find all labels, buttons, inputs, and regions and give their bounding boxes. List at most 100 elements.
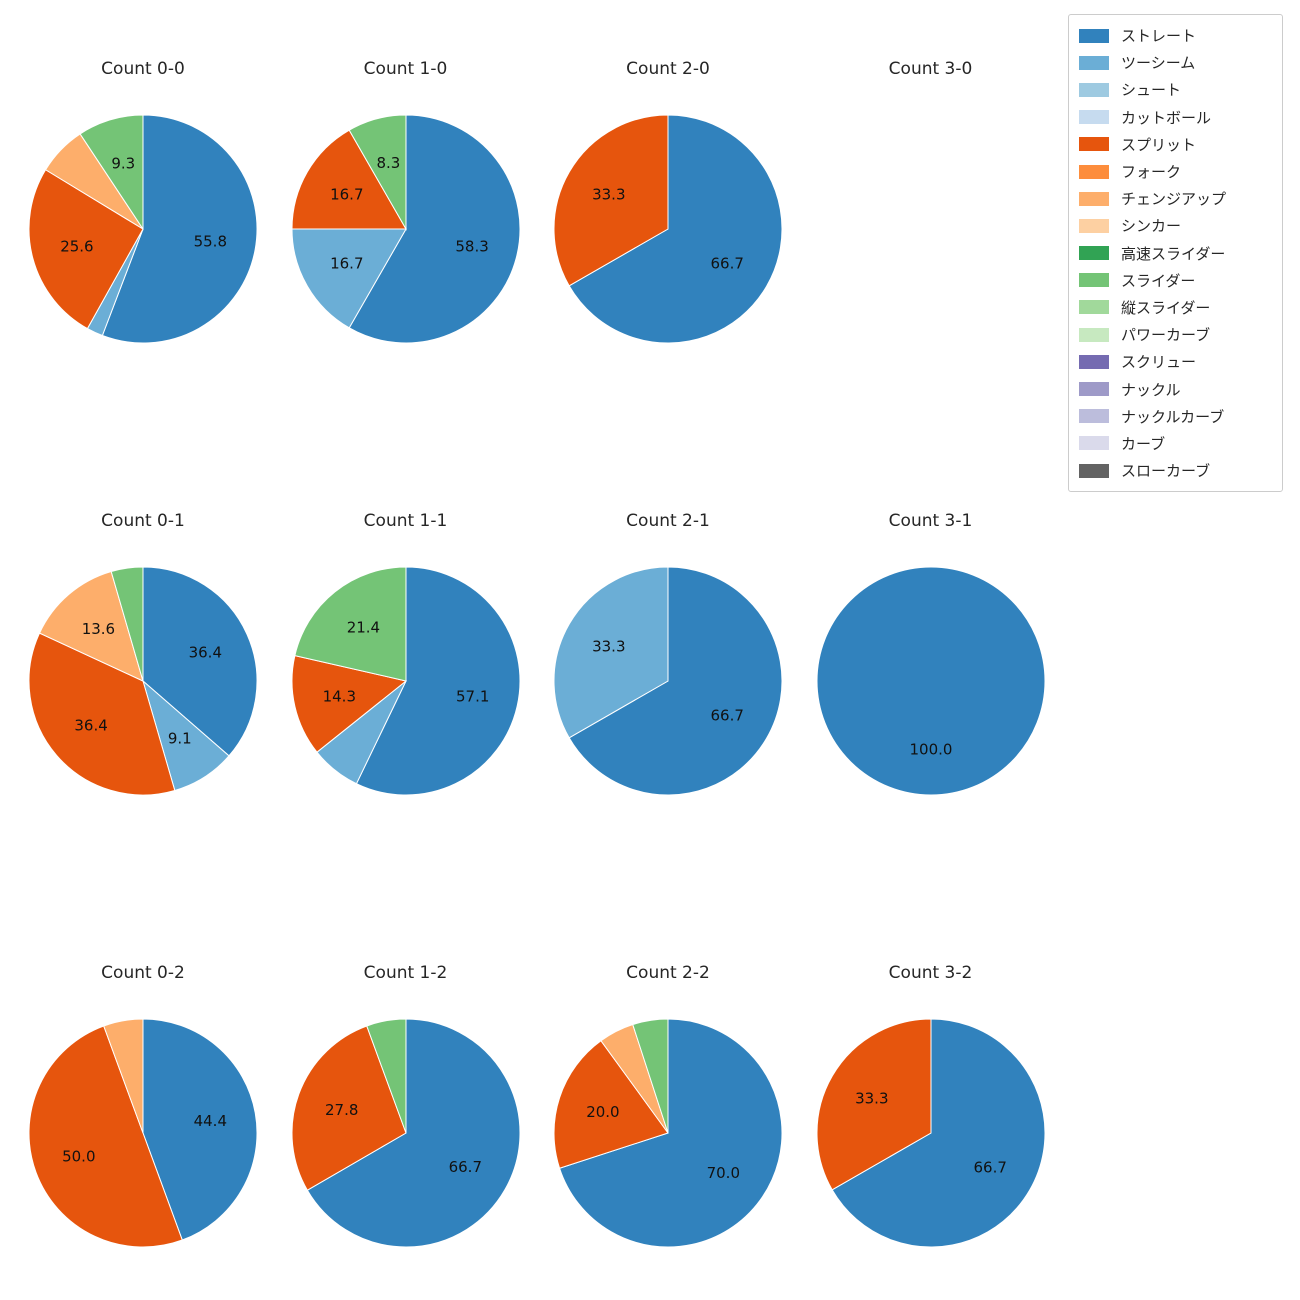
- legend-swatch-icon: [1079, 382, 1109, 397]
- slice-percent-label: 8.3: [376, 154, 400, 172]
- pie-slice-スプリット: [816, 1018, 931, 1191]
- legend-swatch-icon: [1079, 273, 1109, 288]
- legend-swatch-icon: [1079, 354, 1109, 369]
- pie-count-2-2: 70.0 20.0: [553, 1018, 783, 1248]
- legend-item: カーブ: [1079, 430, 1272, 457]
- legend-swatch-icon: [1079, 300, 1109, 315]
- slice-percent-label: 16.7: [330, 254, 363, 272]
- slice-percent-label: 9.1: [168, 730, 192, 748]
- pie-slice-スプリット: [28, 1025, 183, 1248]
- pitch-type-legend: ストレート ツーシーム シュート カットボール スプリット フォーク チェンジアップ シンカー…: [1068, 14, 1283, 493]
- slice-percent-label: 66.7: [448, 1158, 481, 1176]
- slice-percent-label: 33.3: [592, 186, 625, 204]
- pie-count-3-1: 100.0: [816, 566, 1045, 796]
- legend-item: スライダー: [1079, 267, 1272, 294]
- legend-label: シンカー: [1121, 217, 1182, 236]
- pie-count-0-2: 44.4 50.0: [28, 1018, 258, 1248]
- pie-slice-ツーシーム: [553, 566, 669, 739]
- chart-title: Count 2-2: [626, 963, 710, 983]
- legend-swatch-icon: [1079, 463, 1109, 478]
- legend-item: ナックル: [1079, 375, 1272, 402]
- legend-label: ツーシーム: [1121, 54, 1196, 73]
- pie-slice-スプリット: [28, 632, 176, 796]
- legend-swatch-icon: [1079, 82, 1109, 97]
- legend-swatch-icon: [1079, 246, 1109, 261]
- legend-item: フォーク: [1079, 158, 1272, 185]
- pie-slice-ストレート: [568, 114, 783, 344]
- slice-percent-label: 9.3: [111, 155, 135, 173]
- legend-label: 縦スライダー: [1121, 298, 1211, 317]
- legend-swatch-icon: [1079, 327, 1109, 342]
- slice-percent-label: 66.7: [710, 706, 743, 724]
- legend-label: シュート: [1121, 81, 1182, 100]
- legend-label: ナックルカーブ: [1121, 407, 1225, 426]
- slice-percent-label: 33.3: [592, 638, 625, 656]
- chart-title: Count 0-1: [101, 511, 185, 531]
- pie-count-2-1: 66.7 33.3: [553, 566, 783, 796]
- pie-slice-ストレート: [355, 566, 520, 796]
- pie-slice-ストレート: [142, 566, 258, 757]
- chart-title: Count 2-0: [626, 59, 710, 79]
- chart-title: Count 0-0: [101, 59, 185, 79]
- pie-slice-ストレート: [348, 114, 520, 344]
- legend-item: 高速スライダー: [1079, 240, 1272, 267]
- pie-slice-チェンジアップ: [38, 570, 144, 682]
- slice-percent-label: 58.3: [455, 238, 488, 256]
- pie-slice-ストレート: [306, 1018, 520, 1248]
- legend-label: スローカーブ: [1121, 462, 1211, 481]
- pie-slice-ストレート: [558, 1018, 783, 1248]
- slice-percent-label: 36.4: [74, 717, 107, 735]
- pie-slice-チェンジアップ: [103, 1018, 144, 1134]
- pie-count-3-2: 66.7 33.3: [816, 1018, 1045, 1248]
- legend-label: スライダー: [1121, 271, 1196, 290]
- legend-item: スプリット: [1079, 131, 1272, 158]
- pie-slice-スプリット: [290, 129, 407, 230]
- chart-title: Count 2-1: [626, 511, 710, 531]
- slice-percent-label: 33.3: [855, 1090, 888, 1108]
- pie-count-1-1: 57.1 14.3 21.4: [291, 566, 520, 796]
- pie-slice-スプリット: [553, 114, 669, 287]
- legend-item: パワーカーブ: [1079, 321, 1272, 348]
- legend-label: ナックル: [1121, 380, 1181, 399]
- slice-percent-label: 27.8: [324, 1101, 357, 1119]
- pie-slice-スプリット: [290, 1025, 407, 1191]
- legend-swatch-icon: [1079, 436, 1109, 451]
- legend-swatch-icon: [1079, 110, 1109, 125]
- legend-label: カーブ: [1121, 434, 1166, 453]
- legend-item: カットボール: [1079, 104, 1272, 131]
- legend-item: ツーシーム: [1079, 49, 1272, 76]
- slice-percent-label: 13.6: [82, 620, 115, 638]
- legend-item: シンカー: [1079, 212, 1272, 239]
- slice-percent-label: 66.7: [973, 1158, 1006, 1176]
- pie-count-1-2: 66.7 27.8: [290, 1018, 520, 1248]
- pie-count-0-0: 55.8 25.6 9.3: [28, 114, 258, 344]
- chart-title: Count 1-1: [363, 511, 448, 531]
- pie-slice-ストレート: [101, 114, 258, 344]
- legend-swatch-icon: [1079, 55, 1109, 70]
- legend-swatch-icon: [1079, 137, 1109, 152]
- slice-percent-label: 44.4: [194, 1112, 227, 1130]
- pie-slice-スライダー: [365, 1018, 406, 1134]
- legend-label: チェンジアップ: [1121, 190, 1227, 209]
- legend-swatch-icon: [1079, 409, 1109, 424]
- legend-label: パワーカーブ: [1121, 326, 1211, 345]
- pie-slice-スライダー: [348, 114, 406, 231]
- pie-slice-ストレート: [142, 1018, 258, 1241]
- pie-slice-ストレート: [830, 1018, 1045, 1248]
- legend-item: 縦スライダー: [1079, 294, 1272, 321]
- pie-slice-スライダー: [79, 114, 144, 231]
- legend-swatch-icon: [1079, 218, 1109, 233]
- legend-item: スクリュー: [1079, 348, 1272, 375]
- chart-title: Count 3-1: [888, 511, 973, 531]
- chart-title: Count 1-0: [363, 59, 448, 79]
- slice-percent-label: 100.0: [909, 740, 952, 758]
- pie-count-1-0: 58.3 16.7 16.7 8.3: [290, 114, 520, 344]
- slice-percent-label: 70.0: [707, 1164, 740, 1182]
- pie-slice-ツーシーム: [290, 228, 407, 329]
- slice-percent-label: 50.0: [62, 1148, 95, 1166]
- legend-item: チェンジアップ: [1079, 185, 1272, 212]
- slice-percent-label: 21.4: [346, 619, 379, 637]
- pie-slice-スライダー: [293, 566, 406, 682]
- legend-label: スプリット: [1121, 135, 1197, 154]
